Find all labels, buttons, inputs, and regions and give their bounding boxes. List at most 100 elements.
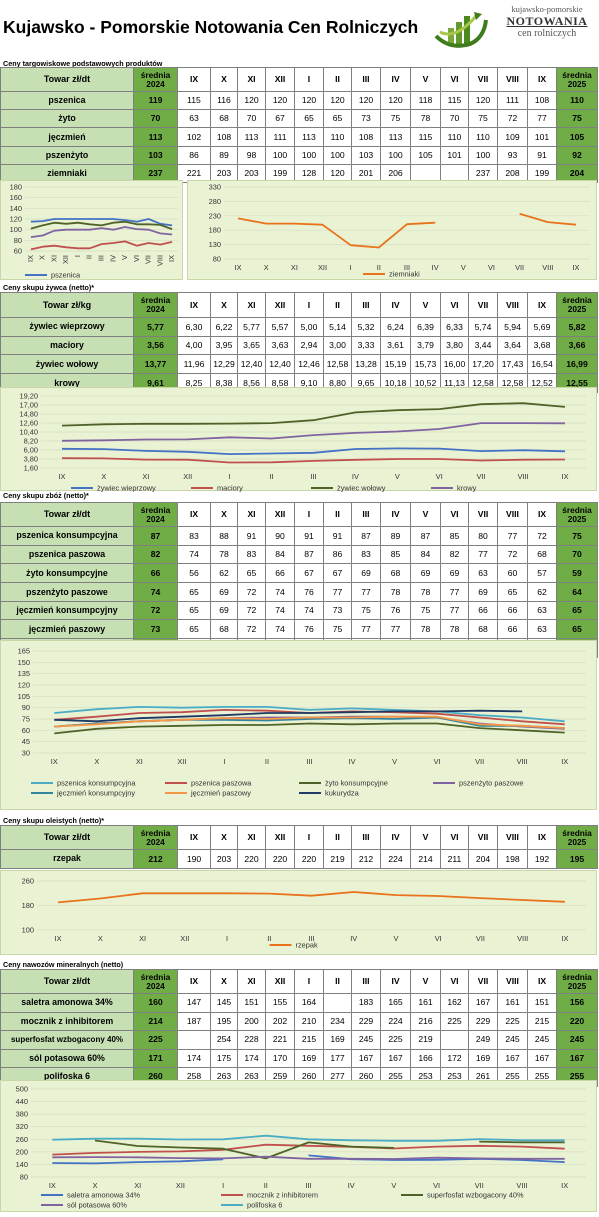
y-tick-label: 80: [213, 255, 221, 264]
price-cell: 68: [210, 109, 238, 129]
avg-2025-value: 105: [556, 127, 598, 147]
column-header-month: XII: [265, 67, 295, 92]
price-cell: 6,30: [177, 317, 211, 337]
price-cell: [323, 993, 352, 1013]
legend-label: sól potasowa 60%: [67, 1201, 127, 1210]
x-tick-label: IX: [49, 1181, 56, 1190]
column-header-avg-2024: średnia 2024: [133, 502, 178, 527]
x-tick-label: IV: [349, 757, 356, 766]
price-cell: 69: [440, 563, 469, 584]
price-cell: 212: [351, 849, 381, 869]
price-cell: 167: [380, 1048, 411, 1068]
avg-2025-value: 156: [556, 993, 598, 1013]
x-tick-label: V: [395, 472, 400, 481]
x-tick-label: XI: [139, 934, 146, 943]
price-cell: 203: [210, 849, 238, 869]
x-tick-label: X: [98, 934, 103, 943]
price-cell: 67: [294, 563, 324, 584]
product-name: jęczmień: [0, 127, 134, 147]
price-cell: 103: [351, 145, 381, 165]
price-cell: 254: [210, 1030, 238, 1050]
column-header-month: IX: [177, 969, 211, 994]
table-row: pszenżyto 103 86 89 98 100 100 100 103 100 105 101 1…: [0, 145, 598, 165]
price-cell: 88: [210, 526, 238, 546]
price-cell: 77: [497, 526, 528, 546]
table-row: żyto konsumpcyjne 66 56 62 65 66 67 67 69 68 69 69 6…: [0, 563, 598, 584]
legend-label: jęczmień paszowy: [190, 789, 251, 798]
price-cell: 177: [323, 1048, 352, 1068]
price-cell: 72: [527, 526, 557, 546]
price-cell: 187: [177, 1011, 211, 1031]
y-tick-label: 105: [18, 692, 30, 701]
avg-2024-value: 225: [133, 1030, 178, 1050]
column-header-avg-2025: średnia 2025: [556, 292, 598, 318]
x-tick-label: IX: [235, 263, 242, 272]
avg-2024-value: 13,77: [133, 354, 178, 375]
avg-2024-value: 3,56: [133, 335, 178, 356]
column-header-month: IX: [177, 292, 211, 318]
price-cell: 3,61: [380, 335, 411, 356]
price-cell: 5,94: [497, 317, 528, 337]
table-header-row: Towar zł/dt średnia 2024 IX X XI XII I II III IV V…: [0, 502, 598, 527]
price-cell: 70: [237, 109, 266, 129]
price-cell: 3,63: [265, 335, 295, 356]
price-cell: 93: [497, 145, 528, 165]
column-header-month: III: [351, 502, 381, 527]
price-cell: 74: [294, 600, 324, 621]
price-cell: 162: [440, 993, 469, 1013]
column-header-month: X: [210, 502, 238, 527]
price-cell: 62: [210, 563, 238, 584]
product-name: superfosfat wzbogacony 40%: [0, 1030, 134, 1050]
table-row: jęczmień 113 102 108 113 111 113 110 108 113 115 11…: [0, 127, 598, 147]
price-cell: 3,00: [323, 335, 352, 356]
price-cell: 69: [351, 563, 381, 584]
avg-2025-value: 75: [556, 109, 598, 129]
price-cell: 77: [323, 582, 352, 602]
y-tick-label: 130: [209, 240, 221, 249]
price-cell: 82: [440, 544, 469, 565]
series-line: [54, 709, 523, 723]
price-cell: 145: [210, 993, 238, 1013]
y-tick-label: 165: [18, 647, 30, 656]
price-cell: 167: [527, 1048, 557, 1068]
x-tick-label: II: [267, 934, 271, 943]
price-cell: 77: [351, 582, 381, 602]
price-cell: 229: [351, 1011, 381, 1031]
column-header-month: VI: [440, 825, 469, 850]
price-cell: 211: [440, 849, 469, 869]
price-cell: 77: [527, 109, 557, 129]
legend-label: superfosfat wzbogacony 40%: [427, 1191, 524, 1200]
price-cell: 172: [440, 1048, 469, 1068]
legend-label: mocznik z inhibitorem: [247, 1191, 318, 1200]
x-tick-label: VII: [475, 1181, 484, 1190]
column-header-month: IV: [380, 969, 411, 994]
x-tick-label: X: [101, 472, 106, 481]
price-cell: 120: [294, 90, 324, 111]
price-cell: 70: [440, 109, 469, 129]
price-cell: 5,77: [237, 317, 266, 337]
price-cell: 76: [294, 619, 324, 640]
price-cell: 245: [527, 1030, 557, 1050]
price-cell: 174: [177, 1048, 211, 1068]
product-name: pszenica konsumpcyjna: [0, 526, 134, 546]
line-chart: 60 80 100 120 140 160 180 IX X XI XII I II III IV V VI VI…: [0, 180, 183, 280]
avg-2025-value: 64: [556, 582, 598, 602]
y-tick-label: 260: [22, 877, 34, 886]
price-cell: 89: [210, 145, 238, 165]
price-cell: 224: [380, 849, 411, 869]
price-cell: 102: [177, 127, 211, 147]
series-line: [52, 1134, 565, 1142]
price-cell: 204: [468, 849, 498, 869]
column-header-product: Towar zł/dt: [0, 502, 134, 527]
avg-2024-value: 66: [133, 563, 178, 584]
price-cell: 113: [380, 127, 411, 147]
logo-icon: [434, 12, 488, 48]
price-cell: 83: [237, 544, 266, 565]
y-tick-label: 160: [10, 193, 22, 202]
avg-2025-value: 70: [556, 544, 598, 565]
line-chart: 30 45 60 75 90 105 120 135 150 165 IX X XI XII I II III I…: [0, 640, 597, 810]
column-header-month: II: [323, 825, 352, 850]
column-header-month: XI: [237, 825, 266, 850]
price-cell: 68: [468, 619, 498, 640]
